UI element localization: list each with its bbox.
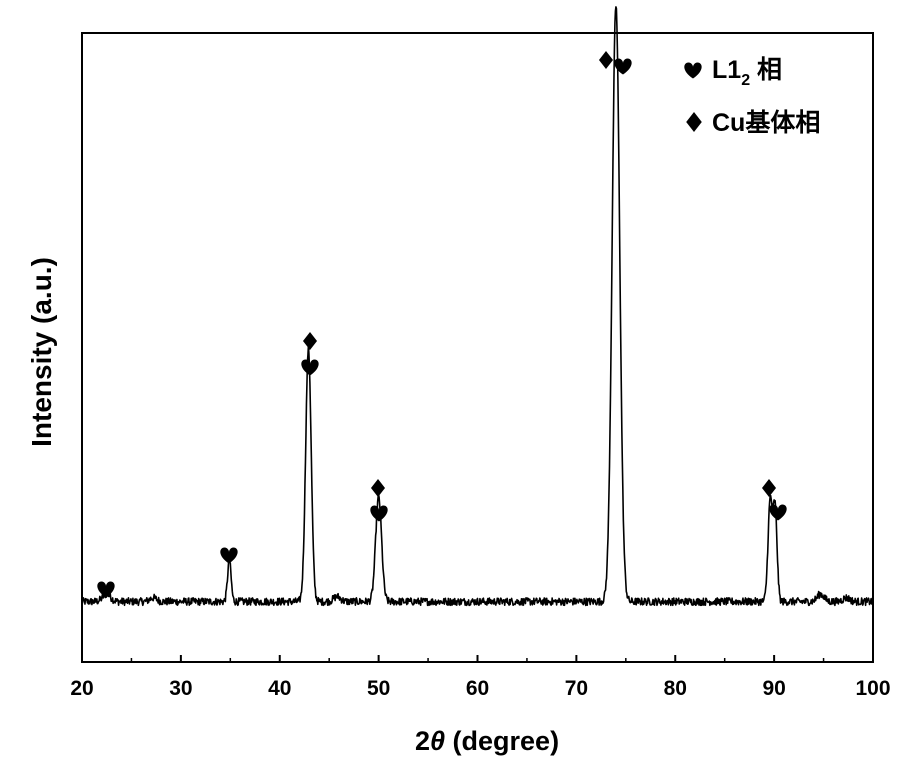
peak-markers bbox=[97, 51, 786, 598]
heart-marker-icon bbox=[370, 506, 387, 522]
x-tick-label: 20 bbox=[70, 677, 93, 700]
x-tick-label: 30 bbox=[169, 677, 192, 700]
x-ticks bbox=[82, 655, 873, 662]
x-tick-label: 70 bbox=[565, 677, 588, 700]
heart-marker-icon bbox=[769, 505, 786, 521]
diamond-marker-icon bbox=[371, 479, 385, 497]
diamond-marker-icon bbox=[303, 332, 317, 350]
xrd-pattern-line bbox=[82, 7, 873, 605]
heart-marker-icon bbox=[220, 548, 237, 564]
x-tick-label: 90 bbox=[762, 677, 785, 700]
x-axis-label: 2θ (degree) bbox=[415, 726, 559, 756]
legend-heart-icon bbox=[684, 63, 701, 79]
theta-symbol: θ bbox=[430, 726, 445, 756]
diamond-marker-icon bbox=[599, 51, 613, 69]
diamond-marker-icon bbox=[762, 479, 776, 497]
heart-marker-icon bbox=[614, 59, 631, 75]
legend-diamond-icon bbox=[686, 112, 702, 132]
legend-label-l12: L12 相 bbox=[712, 56, 782, 89]
legend: L12 相 Cu基体相 bbox=[684, 56, 820, 137]
heart-marker-icon bbox=[97, 582, 114, 598]
x-tick-label: 100 bbox=[855, 677, 890, 700]
x-tick-label: 60 bbox=[466, 677, 489, 700]
legend-label-cu-matrix: Cu基体相 bbox=[712, 109, 820, 137]
x-tick-label: 40 bbox=[268, 677, 291, 700]
x-tick-labels: 20 30 40 50 60 70 80 90 100 bbox=[70, 677, 890, 700]
x-tick-label: 80 bbox=[664, 677, 687, 700]
x-tick-label: 50 bbox=[367, 677, 390, 700]
y-axis-label: Intensity (a.u.) bbox=[26, 257, 57, 447]
